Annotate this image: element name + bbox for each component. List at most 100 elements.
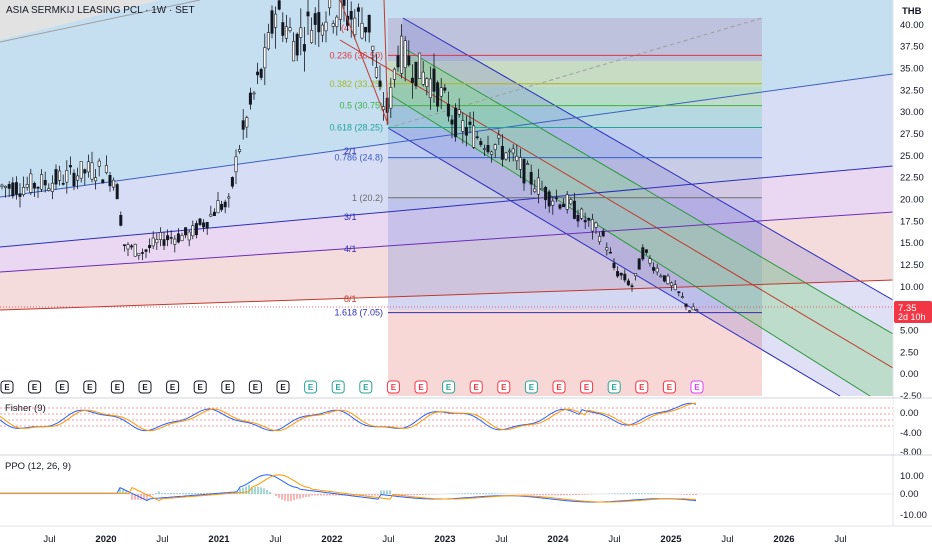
candle-body <box>500 146 504 160</box>
price-axis[interactable] <box>893 0 932 526</box>
earnings-badge: E <box>276 380 290 394</box>
gann-fan-zone-purple <box>0 166 893 272</box>
candle-body <box>58 170 62 181</box>
price-axis-ticks: -2.500.002.505.007.5010.0012.5015.0017.5… <box>900 20 924 402</box>
candle-body <box>526 163 530 165</box>
price-tick: 15.00 <box>900 238 924 249</box>
earnings-badge: E <box>55 380 69 394</box>
time-tick: 2020 <box>95 534 116 545</box>
candle-body <box>662 275 666 282</box>
candle-body <box>144 249 148 252</box>
candle-body <box>626 280 630 286</box>
candle-series <box>0 0 699 314</box>
candle-body <box>108 174 112 187</box>
fib-label: 1 (20.2) <box>352 193 383 203</box>
price-tick: 20.00 <box>900 195 924 206</box>
earnings-badge: E <box>193 380 207 394</box>
gann-label-8-1: 8/1 <box>344 294 357 304</box>
price-tick: 0.00 <box>900 369 919 380</box>
candle-body <box>198 218 202 225</box>
candle-body <box>677 291 681 293</box>
time-tick: 2023 <box>434 534 455 545</box>
gann-line-4-1 <box>0 211 894 273</box>
candle-body <box>166 235 170 241</box>
candle-body <box>18 193 22 197</box>
candle-body <box>673 284 677 291</box>
candle-body <box>173 238 177 245</box>
candle-body <box>302 44 306 52</box>
candle-body <box>65 170 69 183</box>
candle-body <box>691 306 695 311</box>
earnings-badge-frame <box>607 380 621 394</box>
candle-body <box>151 237 155 247</box>
candle-body <box>32 182 36 189</box>
candle-body <box>612 262 616 268</box>
earnings-badge: E <box>662 380 676 394</box>
gann-fan-zone-top <box>0 0 160 40</box>
price-tick: 17.50 <box>900 216 924 227</box>
earnings-badge-label: E <box>225 383 231 392</box>
earnings-badge-label: E <box>308 383 314 392</box>
candle-body <box>148 245 152 249</box>
earnings-badge: E <box>580 380 594 394</box>
earnings-badge-frame <box>442 380 456 394</box>
candle-body <box>40 174 44 190</box>
candle-body <box>252 92 256 95</box>
earnings-badge-frame <box>386 380 400 394</box>
candle-body <box>295 33 299 56</box>
earnings-badge: E <box>524 380 538 394</box>
earnings-badge-label: E <box>142 383 148 392</box>
candle-body <box>94 177 98 182</box>
candle-body <box>616 271 620 277</box>
price-tick: 35.00 <box>900 64 924 75</box>
candle-body <box>454 107 458 138</box>
earnings-badge: E <box>248 380 262 394</box>
candle-body <box>353 17 357 36</box>
earnings-badge-frame <box>193 380 207 394</box>
channel-inner-upper <box>399 45 894 335</box>
candle-body <box>688 310 692 313</box>
channel-dashed-line <box>387 17 763 129</box>
candle-body <box>558 204 562 209</box>
candle-body <box>266 32 270 50</box>
earnings-badge-label: E <box>391 383 397 392</box>
earnings-badge: E <box>497 380 511 394</box>
candle-body <box>194 223 198 236</box>
candle-body <box>349 11 353 20</box>
earnings-badge-label: E <box>694 383 700 392</box>
candle-body <box>220 204 224 210</box>
gann-fan-zone-lightblue <box>0 74 893 247</box>
candle-body <box>313 13 317 25</box>
time-tick: Jul <box>269 534 281 545</box>
candle-body <box>554 197 558 199</box>
fib-label: 0.5 (30.75) <box>339 101 383 111</box>
candle-body <box>133 243 137 257</box>
earnings-badge-frame <box>524 380 538 394</box>
time-tick: Jul <box>495 534 507 545</box>
candle-body <box>695 309 699 311</box>
candle-body <box>684 303 688 307</box>
candle-body <box>155 239 159 244</box>
candle-body <box>29 173 33 193</box>
time-axis[interactable]: Jul 2020 Jul 2021 Jul 2022 Jul 2023 Jul 2024 Jul 20… <box>43 534 846 545</box>
candle-body <box>137 253 141 256</box>
candle-body <box>666 275 670 285</box>
candle-body <box>652 267 656 271</box>
candle-body <box>403 40 407 68</box>
currency-label: THB <box>902 6 922 17</box>
fisher-trigger-line <box>0 402 697 432</box>
gann-label-3-1: 3/1 <box>344 212 357 222</box>
earnings-badge-frame <box>662 380 676 394</box>
candle-body <box>590 219 594 232</box>
earnings-badge-label: E <box>639 383 645 392</box>
candle-body <box>248 92 252 105</box>
candle-body <box>47 188 51 191</box>
earnings-badge-label: E <box>474 383 480 392</box>
earnings-badge-frame <box>83 380 97 394</box>
fib-label: 0.786 (24.8) <box>334 153 383 163</box>
candle-body <box>605 247 609 251</box>
candle-body <box>50 182 54 192</box>
candle-body <box>497 134 501 139</box>
candle-body <box>511 148 515 154</box>
